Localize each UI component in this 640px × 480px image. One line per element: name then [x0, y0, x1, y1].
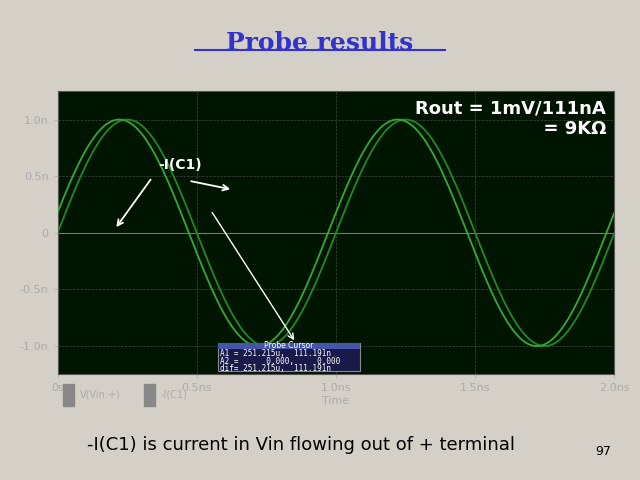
Bar: [63, 384, 74, 406]
Text: -I(C1) is current in Vin flowing out of + terminal: -I(C1) is current in Vin flowing out of …: [87, 436, 515, 454]
Bar: [144, 384, 155, 406]
FancyBboxPatch shape: [218, 343, 360, 371]
Text: Probe results: Probe results: [227, 31, 413, 55]
Text: 97: 97: [595, 445, 611, 458]
Text: V(Vin:+): V(Vin:+): [80, 390, 121, 400]
Text: A1 = 251.215u,  111.191n: A1 = 251.215u, 111.191n: [220, 349, 331, 359]
Text: dif= 251.215u,  111.191n: dif= 251.215u, 111.191n: [220, 364, 331, 372]
Text: -I(C1): -I(C1): [158, 158, 202, 172]
Text: A2 =      0.000,     0.000: A2 = 0.000, 0.000: [220, 357, 340, 366]
Text: -I(C1): -I(C1): [161, 390, 188, 400]
X-axis label: Time: Time: [323, 396, 349, 406]
Text: Rout = 1mV/111nA
      = 9KΩ: Rout = 1mV/111nA = 9KΩ: [415, 100, 606, 139]
Text: Probe Cursor: Probe Cursor: [264, 341, 314, 350]
FancyBboxPatch shape: [218, 343, 360, 349]
